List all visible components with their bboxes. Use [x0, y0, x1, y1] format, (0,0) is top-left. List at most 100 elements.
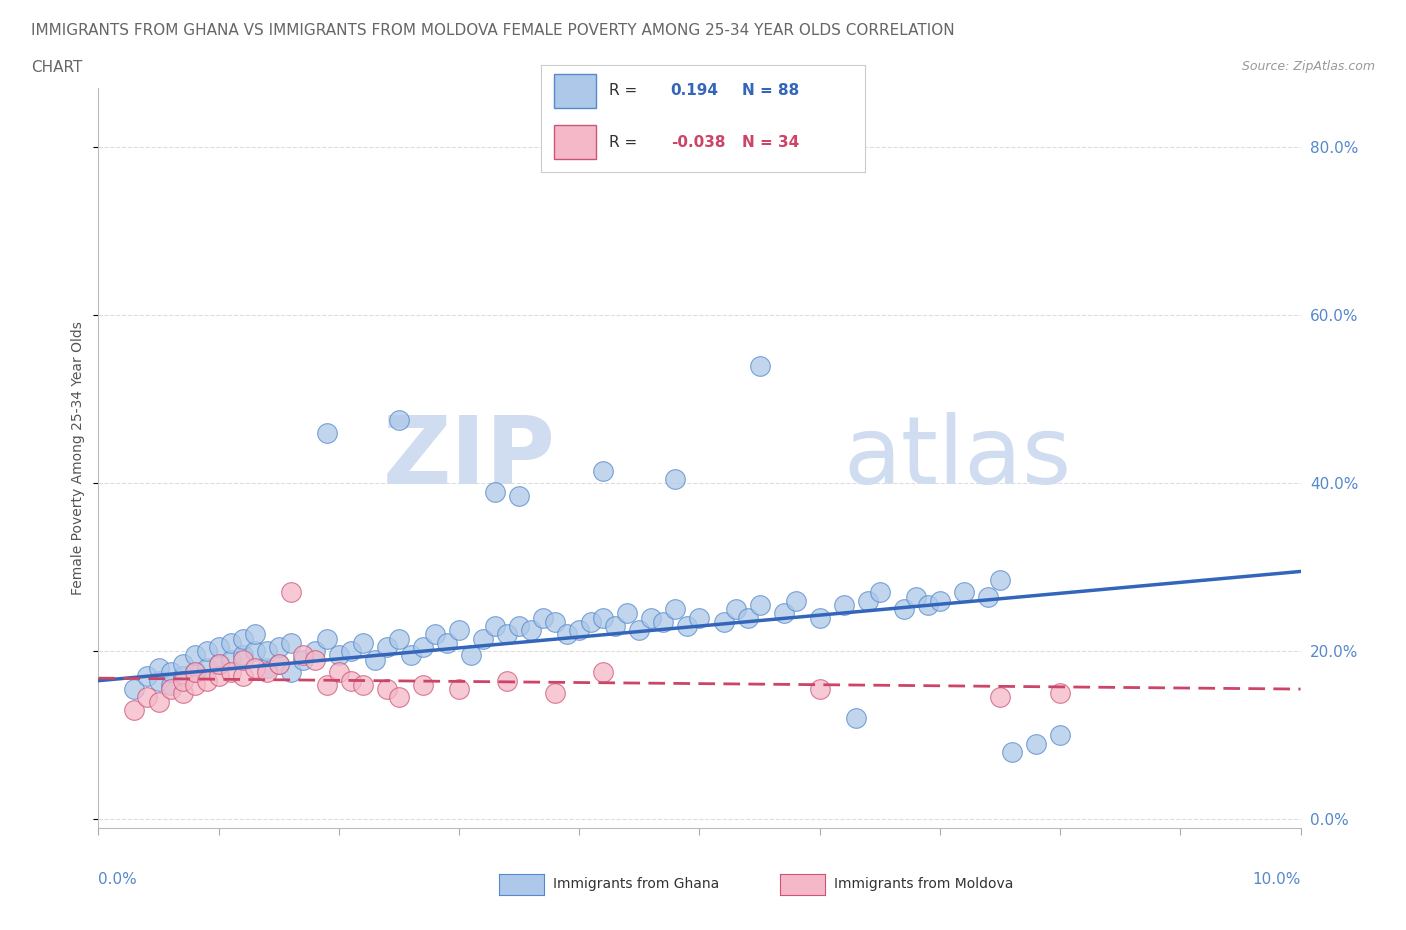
Point	[496, 673, 519, 688]
Point	[929, 593, 952, 608]
Text: N = 88: N = 88	[742, 84, 799, 99]
Point	[340, 673, 363, 688]
Point	[1049, 685, 1071, 700]
Point	[988, 572, 1011, 587]
Point	[640, 610, 662, 625]
Text: CHART: CHART	[31, 60, 83, 75]
Point	[340, 644, 363, 658]
Point	[581, 615, 603, 630]
Point	[484, 618, 506, 633]
Point	[555, 627, 578, 642]
Point	[412, 677, 434, 692]
Point	[724, 602, 747, 617]
Text: 0.194: 0.194	[671, 84, 718, 99]
Point	[291, 648, 314, 663]
Point	[232, 669, 254, 684]
Point	[183, 677, 205, 692]
Point	[135, 669, 157, 684]
Point	[352, 635, 374, 650]
Point	[183, 665, 205, 680]
Point	[592, 463, 614, 478]
Point	[148, 673, 170, 688]
Point	[195, 660, 218, 675]
Point	[531, 610, 554, 625]
Text: Source: ZipAtlas.com: Source: ZipAtlas.com	[1241, 60, 1375, 73]
Point	[256, 644, 278, 658]
Point	[869, 585, 891, 600]
Point	[243, 644, 266, 658]
Point	[280, 665, 302, 680]
Point	[832, 598, 855, 613]
Point	[472, 631, 495, 646]
Point	[172, 685, 194, 700]
Point	[208, 640, 231, 655]
Point	[592, 665, 614, 680]
Point	[183, 648, 205, 663]
Text: IMMIGRANTS FROM GHANA VS IMMIGRANTS FROM MOLDOVA FEMALE POVERTY AMONG 25-34 YEAR: IMMIGRANTS FROM GHANA VS IMMIGRANTS FROM…	[31, 23, 955, 38]
Point	[856, 593, 879, 608]
Point	[280, 585, 302, 600]
Point	[508, 488, 530, 503]
Point	[172, 673, 194, 688]
Point	[388, 413, 411, 428]
Point	[124, 703, 146, 718]
Point	[280, 635, 302, 650]
Text: atlas: atlas	[844, 412, 1071, 504]
Point	[496, 627, 519, 642]
Text: N = 34: N = 34	[742, 135, 799, 150]
Point	[208, 669, 231, 684]
Point	[328, 648, 350, 663]
Point	[785, 593, 807, 608]
Point	[256, 660, 278, 675]
Text: R =: R =	[609, 84, 637, 99]
Text: Immigrants from Ghana: Immigrants from Ghana	[553, 877, 718, 892]
Point	[315, 631, 337, 646]
Point	[243, 660, 266, 675]
Point	[375, 640, 398, 655]
Point	[399, 648, 422, 663]
Text: -0.038: -0.038	[671, 135, 725, 150]
Point	[953, 585, 976, 600]
Point	[664, 602, 686, 617]
Point	[808, 682, 831, 697]
FancyBboxPatch shape	[554, 73, 596, 108]
Point	[364, 652, 387, 667]
Point	[977, 590, 1000, 604]
Point	[447, 623, 470, 638]
Point	[232, 631, 254, 646]
Point	[232, 648, 254, 663]
Point	[1001, 745, 1024, 760]
Point	[135, 690, 157, 705]
Point	[748, 358, 770, 373]
FancyBboxPatch shape	[554, 125, 596, 159]
Point	[904, 590, 927, 604]
Point	[447, 682, 470, 697]
Text: 0.0%: 0.0%	[98, 872, 138, 887]
Point	[304, 644, 326, 658]
Point	[845, 711, 868, 726]
Point	[159, 682, 181, 697]
Point	[568, 623, 591, 638]
Point	[412, 640, 434, 655]
Point	[148, 660, 170, 675]
Point	[592, 610, 614, 625]
Point	[159, 677, 181, 692]
Point	[917, 598, 939, 613]
Point	[808, 610, 831, 625]
Point	[232, 652, 254, 667]
Point	[124, 682, 146, 697]
Point	[628, 623, 651, 638]
Point	[544, 615, 567, 630]
Y-axis label: Female Poverty Among 25-34 Year Olds: Female Poverty Among 25-34 Year Olds	[70, 321, 84, 595]
Point	[676, 618, 699, 633]
Point	[304, 652, 326, 667]
Point	[208, 657, 231, 671]
Point	[664, 472, 686, 486]
Point	[484, 485, 506, 499]
Point	[243, 627, 266, 642]
Point	[988, 690, 1011, 705]
Point	[159, 665, 181, 680]
Text: Immigrants from Moldova: Immigrants from Moldova	[834, 877, 1014, 892]
Point	[352, 677, 374, 692]
Point	[1025, 737, 1047, 751]
